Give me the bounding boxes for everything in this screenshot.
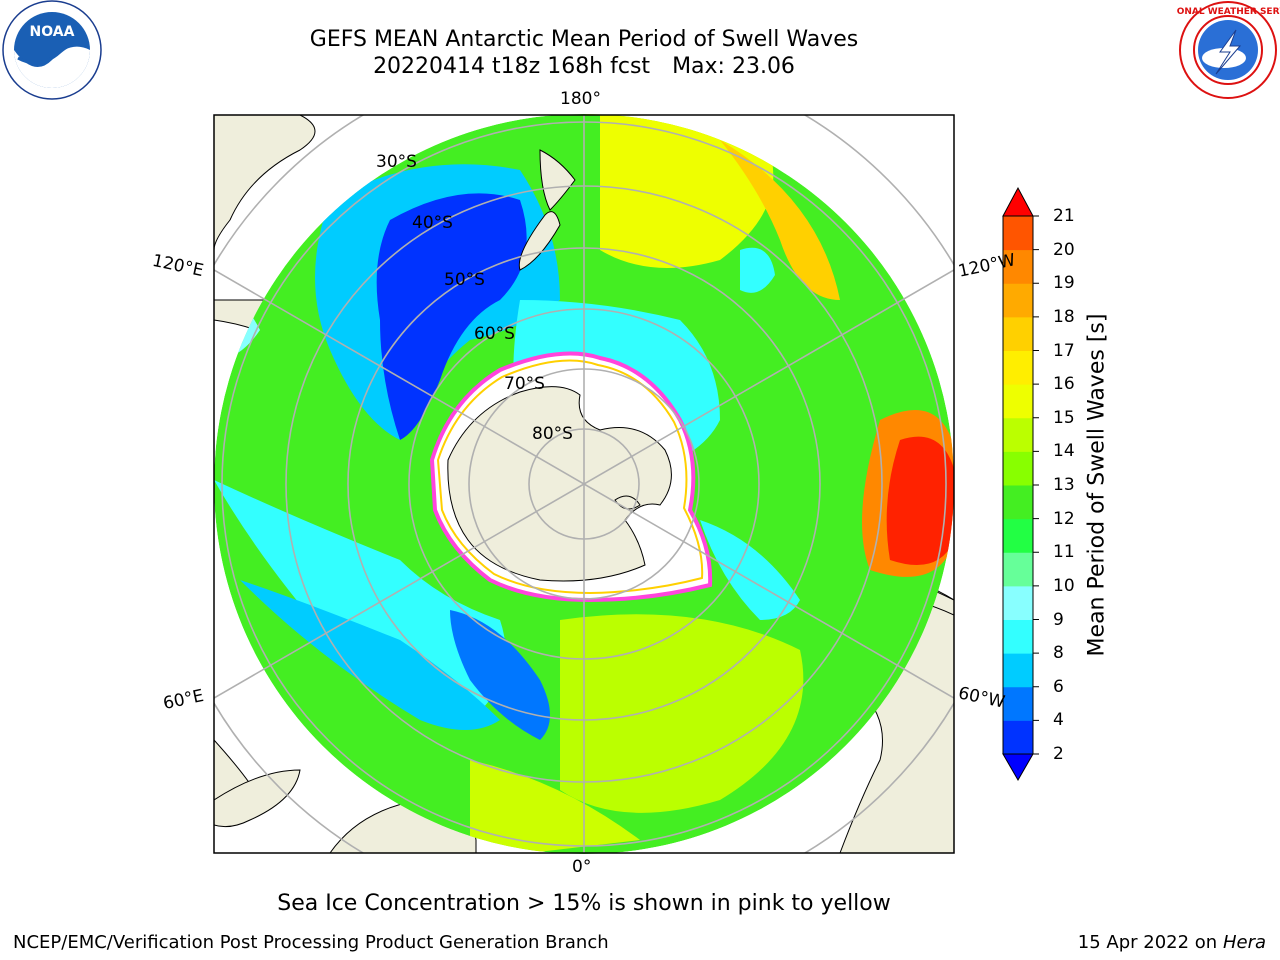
- colorbar-tick-label: 20: [1053, 239, 1075, 260]
- nws-logo: NATIONAL WEATHER SERVICE: [1176, 1, 1280, 99]
- colorbar-extend-low: [1002, 753, 1034, 782]
- colorbar-tick-label: 21: [1053, 206, 1075, 226]
- colorbar-band: [1003, 249, 1033, 284]
- colorbar-tick-label: 12: [1053, 508, 1075, 529]
- chart-subtitle: 20220414 t18z 168h fcst Max: 23.06: [184, 54, 984, 80]
- nws-logo-text: NATIONAL WEATHER SERVICE: [1176, 7, 1280, 17]
- colorbar-tick-label: 6: [1053, 676, 1064, 697]
- colorbar-band: [1003, 350, 1033, 385]
- forecast-time: 20220414 t18z 168h fcst: [373, 54, 651, 79]
- colorbar-band: [1003, 417, 1033, 452]
- lat-label-80s: 80°S: [532, 424, 573, 444]
- footer-date: 15 Apr 2022 on Hera: [1078, 932, 1266, 953]
- colorbar-band: [1003, 216, 1033, 251]
- colorbar-band: [1003, 485, 1033, 520]
- colorbar: [1002, 186, 1039, 782]
- colorbar-tick-label: 4: [1053, 710, 1064, 731]
- lat-label-60s: 60°S: [474, 324, 515, 344]
- colorbar-tick-label: 14: [1053, 441, 1075, 462]
- colorbar-tick-label: 16: [1053, 374, 1075, 395]
- colorbar-band: [1003, 283, 1033, 318]
- colorbar-tick-label: 10: [1053, 575, 1075, 596]
- colorbar-tick-label: 18: [1053, 306, 1075, 327]
- colorbar-label: Mean Period of Swell Waves [s]: [1084, 313, 1110, 657]
- noaa-logo: NOAA: [2, 0, 102, 100]
- colorbar-tick-label: 2: [1053, 744, 1064, 764]
- colorbar-band: [1003, 619, 1033, 654]
- lat-label-50s: 50°S: [444, 270, 485, 290]
- lat-label-40s: 40°S: [412, 213, 453, 233]
- colorbar-band: [1003, 518, 1033, 553]
- new-zealand: [518, 149, 576, 271]
- colorbar-band: [1003, 653, 1033, 688]
- colorbar-tick-label: 8: [1053, 643, 1064, 664]
- colorbar-extend-high: [1002, 186, 1034, 217]
- max-value: Max: 23.06: [672, 54, 795, 79]
- colorbar-tick-label: 13: [1053, 475, 1075, 495]
- colorbar-band: [1003, 384, 1033, 419]
- colorbar-tick-label: 15: [1053, 407, 1075, 428]
- colorbar-band: [1003, 585, 1033, 620]
- colorbar-tick-label: 17: [1053, 340, 1075, 361]
- chart-title: GEFS MEAN Antarctic Mean Period of Swell…: [309, 27, 859, 52]
- colorbar-band: [1003, 316, 1033, 351]
- sea-ice-caption: Sea Ice Concentration > 15% is shown in …: [277, 891, 891, 916]
- lon-label-180: 180°: [560, 89, 601, 109]
- graticule: [214, 115, 954, 853]
- colorbar-tick-label: 9: [1053, 609, 1064, 630]
- map-border: [213, 114, 955, 854]
- colorbar-band: [1003, 552, 1033, 587]
- footer-date-text: 15 Apr 2022 on: [1077, 932, 1218, 953]
- colorbar-band: [1003, 686, 1033, 721]
- colorbar-band: [1003, 720, 1033, 755]
- lat-label-30s: 30°S: [376, 152, 417, 172]
- lon-label-0: 0°: [572, 857, 592, 877]
- colorbar-band: [1003, 451, 1033, 486]
- colorbar-tickmarks: [1033, 215, 1039, 755]
- colorbar-bands: [1003, 216, 1033, 755]
- lat-label-70s: 70°S: [504, 374, 545, 394]
- noaa-logo-text: NOAA: [30, 24, 75, 40]
- colorbar-tick-label: 11: [1053, 542, 1075, 563]
- footer-machine: Hera: [1222, 932, 1266, 953]
- footer-credit: NCEP/EMC/Verification Post Processing Pr…: [13, 932, 609, 953]
- colorbar-tick-label: 19: [1053, 273, 1075, 294]
